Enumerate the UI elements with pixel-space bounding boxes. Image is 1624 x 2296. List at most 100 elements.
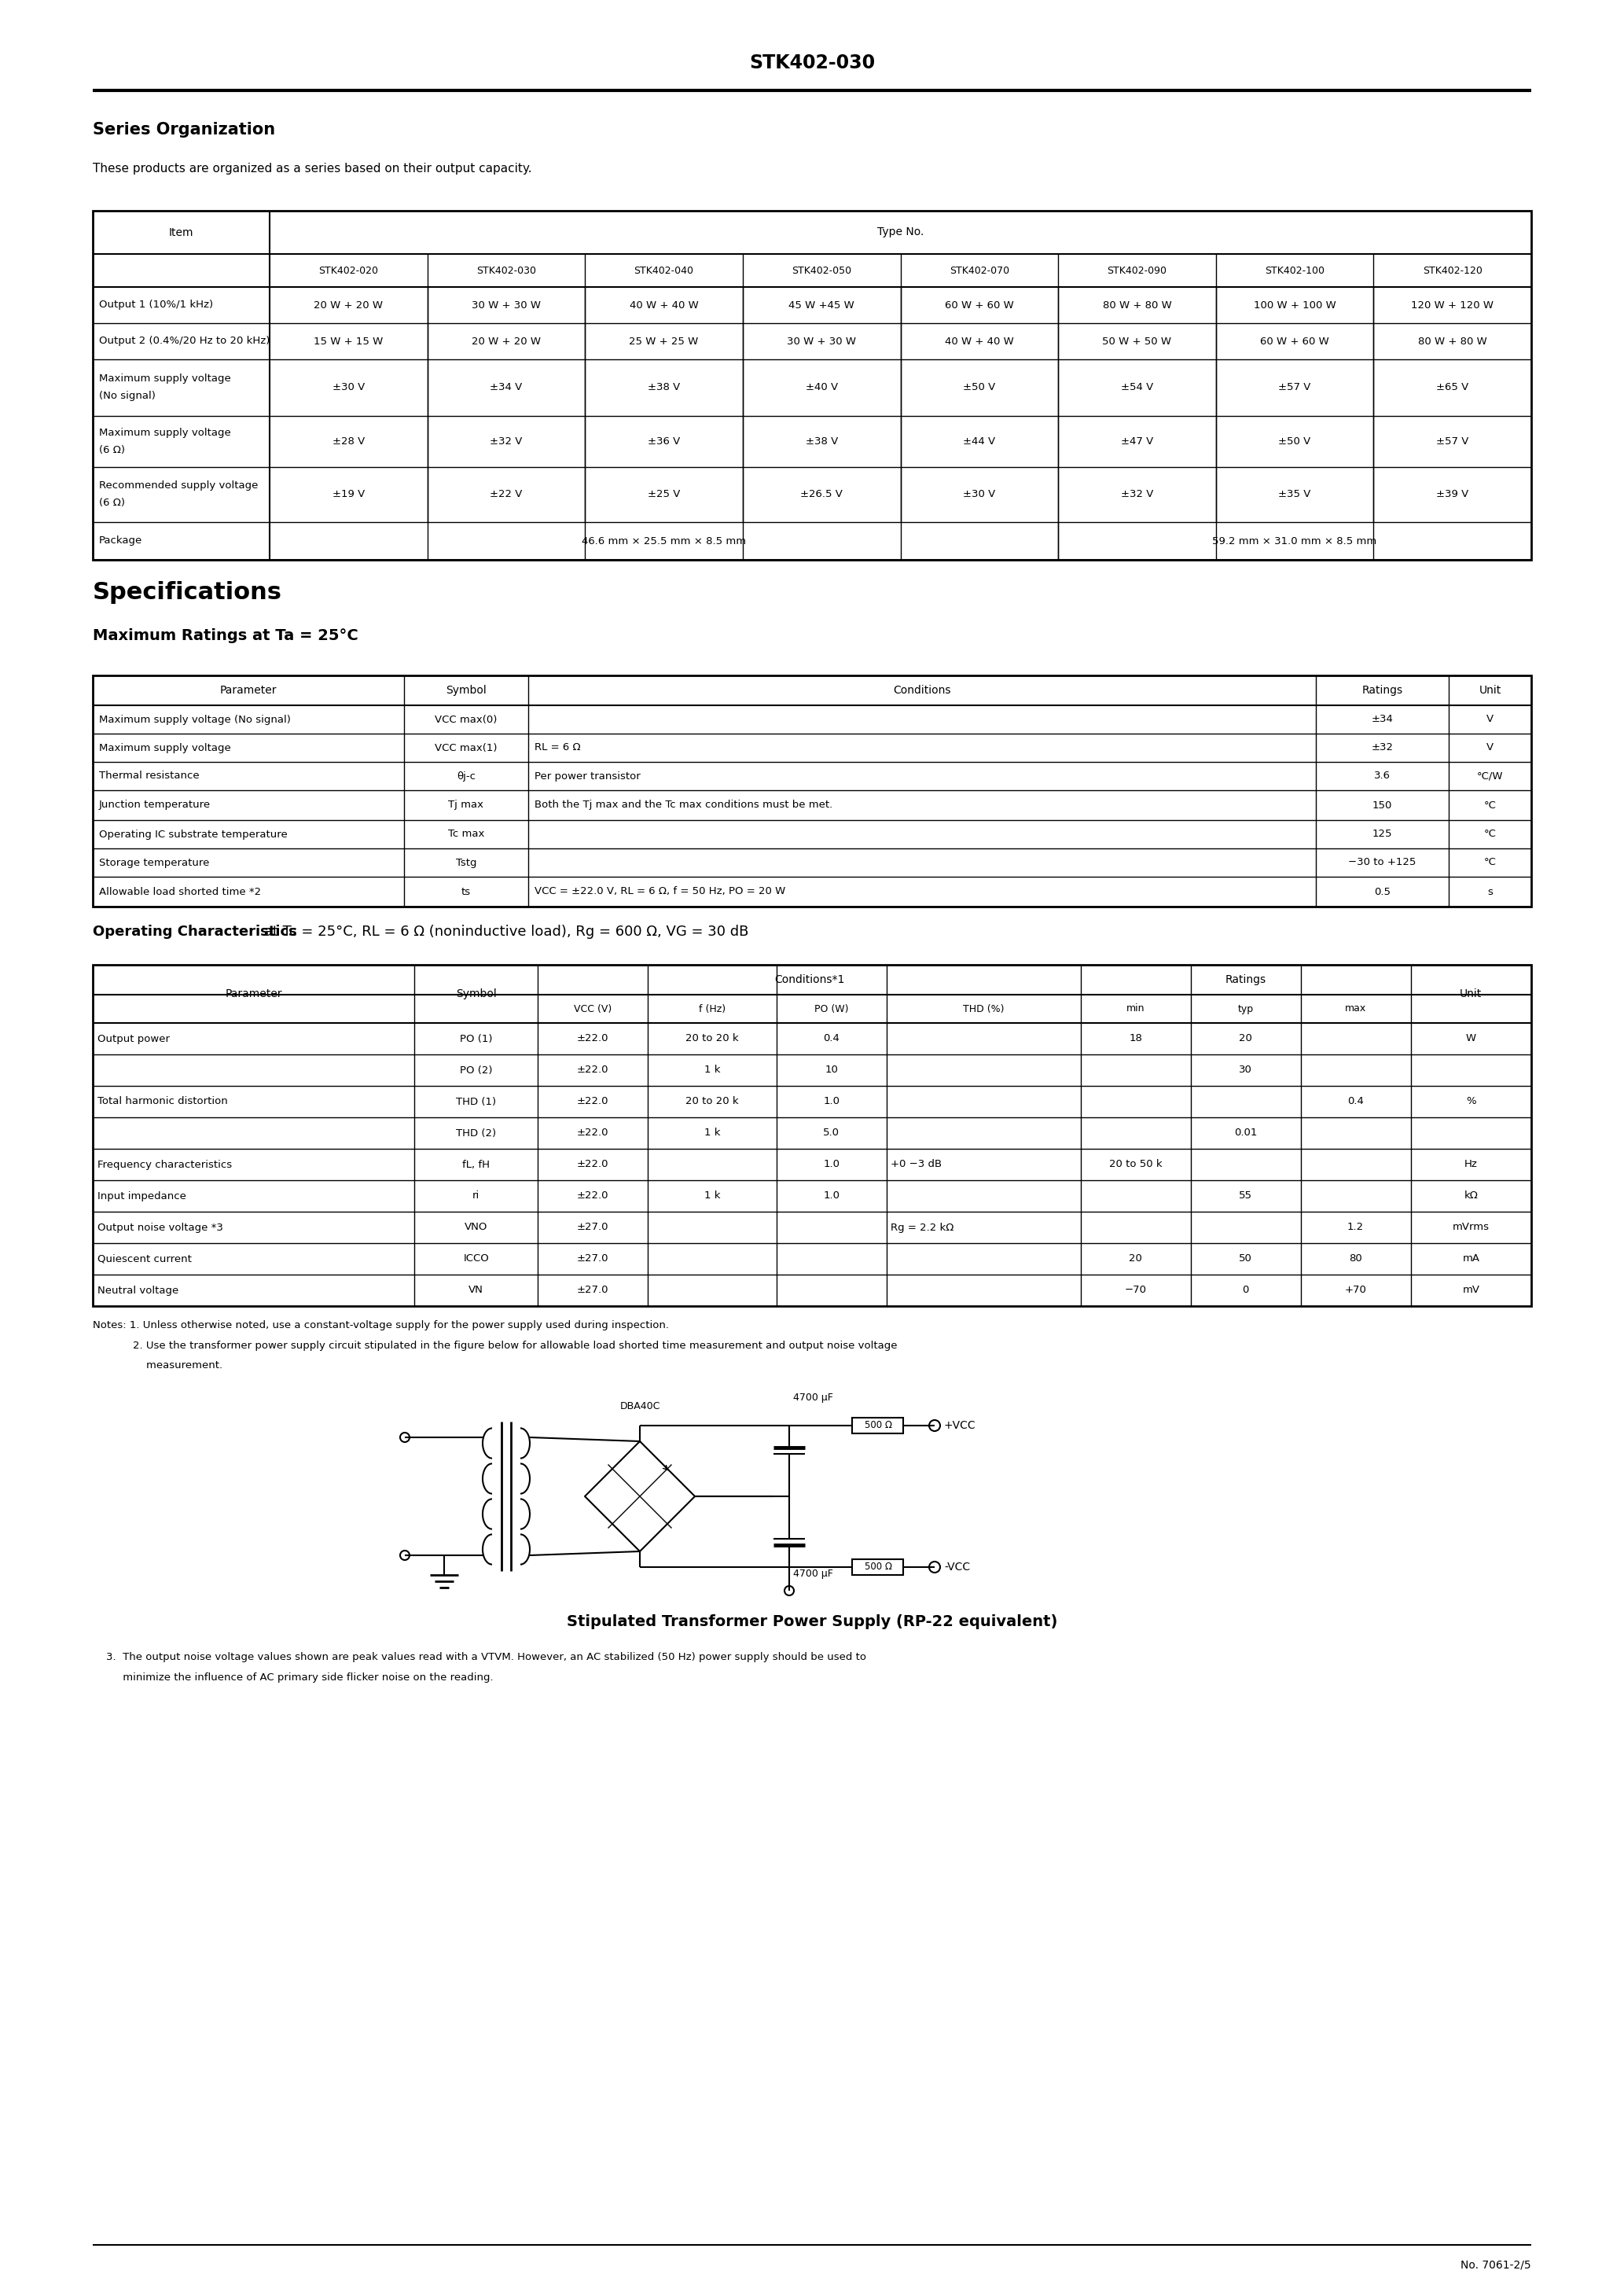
Text: mA: mA: [1462, 1254, 1479, 1265]
Text: 120 W + 120 W: 120 W + 120 W: [1411, 301, 1494, 310]
Text: Frequency characteristics: Frequency characteristics: [97, 1159, 232, 1169]
Text: Per power transistor: Per power transistor: [534, 771, 640, 781]
Text: °C: °C: [1484, 799, 1496, 810]
Text: 0.4: 0.4: [823, 1033, 840, 1045]
Text: Output 1 (10%/1 kHz): Output 1 (10%/1 kHz): [99, 301, 213, 310]
Text: Output power: Output power: [97, 1033, 171, 1045]
Text: PO (2): PO (2): [460, 1065, 492, 1075]
Text: ±27.0: ±27.0: [577, 1254, 609, 1265]
Text: °C/W: °C/W: [1476, 771, 1504, 781]
Text: VNO: VNO: [464, 1221, 487, 1233]
Text: STK402-100: STK402-100: [1265, 266, 1325, 276]
Text: Recommended supply voltage: Recommended supply voltage: [99, 480, 258, 491]
Text: 30 W + 30 W: 30 W + 30 W: [788, 335, 856, 347]
Text: ICCO: ICCO: [463, 1254, 489, 1265]
Text: Rg = 2.2 kΩ: Rg = 2.2 kΩ: [890, 1221, 953, 1233]
Text: Unit: Unit: [1460, 987, 1483, 999]
Text: 3.  The output noise voltage values shown are peak values read with a VTVM. Howe: 3. The output noise voltage values shown…: [93, 1653, 866, 1662]
Text: ±32 V: ±32 V: [490, 436, 523, 448]
Text: fL, fH: fL, fH: [463, 1159, 490, 1169]
Text: DBA40C: DBA40C: [620, 1401, 659, 1412]
Text: THD (1): THD (1): [456, 1097, 497, 1107]
Text: ±22.0: ±22.0: [577, 1159, 609, 1169]
Text: Specifications: Specifications: [93, 581, 283, 604]
Text: ±30 V: ±30 V: [333, 383, 365, 393]
Text: ±22.0: ±22.0: [577, 1192, 609, 1201]
Text: VCC = ±22.0 V, RL = 6 Ω, f = 50 Hz, PO = 20 W: VCC = ±22.0 V, RL = 6 Ω, f = 50 Hz, PO =…: [534, 886, 786, 898]
Text: Stipulated Transformer Power Supply (RP-22 equivalent): Stipulated Transformer Power Supply (RP-…: [567, 1614, 1057, 1630]
Bar: [93, 675, 1531, 907]
Text: Parameter: Parameter: [226, 987, 283, 999]
Text: STK402-020: STK402-020: [318, 266, 378, 276]
Text: 20 to 50 k: 20 to 50 k: [1109, 1159, 1163, 1169]
Text: ±40 V: ±40 V: [806, 383, 838, 393]
Text: 5.0: 5.0: [823, 1127, 840, 1139]
Text: Parameter: Parameter: [219, 684, 278, 696]
Text: 100 W + 100 W: 100 W + 100 W: [1254, 301, 1337, 310]
Text: ts: ts: [461, 886, 471, 898]
Text: ±44 V: ±44 V: [963, 436, 996, 448]
Text: 20: 20: [1239, 1033, 1252, 1045]
Text: Item: Item: [169, 227, 193, 239]
Text: 4700 μF: 4700 μF: [793, 1568, 833, 1580]
Text: THD (%): THD (%): [963, 1003, 1004, 1015]
Text: 1 k: 1 k: [705, 1065, 719, 1075]
Text: mVrms: mVrms: [1452, 1221, 1489, 1233]
Text: 40 W + 40 W: 40 W + 40 W: [945, 335, 1013, 347]
Text: ±30 V: ±30 V: [963, 489, 996, 501]
Text: 46.6 mm × 25.5 mm × 8.5 mm: 46.6 mm × 25.5 mm × 8.5 mm: [581, 535, 745, 546]
Text: 20 W + 20 W: 20 W + 20 W: [313, 301, 383, 310]
Text: Output noise voltage *3: Output noise voltage *3: [97, 1221, 222, 1233]
Text: Unit: Unit: [1479, 684, 1501, 696]
Text: These products are organized as a series based on their output capacity.: These products are organized as a series…: [93, 163, 533, 174]
Text: 30: 30: [1239, 1065, 1252, 1075]
Text: THD (2): THD (2): [456, 1127, 497, 1139]
Text: ±32: ±32: [1371, 742, 1393, 753]
Text: θj-c: θj-c: [456, 771, 476, 781]
Text: Tc max: Tc max: [448, 829, 484, 840]
Text: STK402-030: STK402-030: [749, 53, 875, 73]
Text: ±65 V: ±65 V: [1436, 383, 1468, 393]
Text: 10: 10: [825, 1065, 838, 1075]
Text: Operating IC substrate temperature: Operating IC substrate temperature: [99, 829, 287, 840]
Text: ±47 V: ±47 V: [1121, 436, 1153, 448]
Text: kΩ: kΩ: [1463, 1192, 1478, 1201]
Circle shape: [929, 1561, 940, 1573]
Text: Output 2 (0.4%/20 Hz to 20 kHz): Output 2 (0.4%/20 Hz to 20 kHz): [99, 335, 270, 347]
Text: ±28 V: ±28 V: [333, 436, 365, 448]
Text: f (Hz): f (Hz): [698, 1003, 726, 1015]
Text: ±22.0: ±22.0: [577, 1097, 609, 1107]
Text: 0.01: 0.01: [1234, 1127, 1257, 1139]
Text: 40 W + 40 W: 40 W + 40 W: [630, 301, 698, 310]
Text: ±50 V: ±50 V: [963, 383, 996, 393]
Text: %: %: [1466, 1097, 1476, 1107]
Text: Ratings: Ratings: [1224, 974, 1267, 985]
Text: 15 W + 15 W: 15 W + 15 W: [313, 335, 383, 347]
Text: ±32 V: ±32 V: [1121, 489, 1153, 501]
Text: Maximum supply voltage (No signal): Maximum supply voltage (No signal): [99, 714, 291, 726]
Circle shape: [784, 1587, 794, 1596]
Text: Both the Tj max and the Tc max conditions must be met.: Both the Tj max and the Tc max condition…: [534, 799, 833, 810]
Text: Series Organization: Series Organization: [93, 122, 274, 138]
Text: No. 7061-2/5: No. 7061-2/5: [1462, 2259, 1531, 2271]
Text: °C: °C: [1484, 829, 1496, 840]
Text: 1.2: 1.2: [1348, 1221, 1364, 1233]
Text: +70: +70: [1345, 1286, 1366, 1295]
Text: ±39 V: ±39 V: [1436, 489, 1468, 501]
Text: (No signal): (No signal): [99, 390, 156, 402]
Text: Notes: 1. Unless otherwise noted, use a constant-voltage supply for the power su: Notes: 1. Unless otherwise noted, use a …: [93, 1320, 669, 1329]
Text: ±36 V: ±36 V: [648, 436, 680, 448]
Text: STK402-040: STK402-040: [633, 266, 693, 276]
Text: PO (W): PO (W): [814, 1003, 848, 1015]
Text: Maximum supply voltage: Maximum supply voltage: [99, 742, 231, 753]
Text: VN: VN: [469, 1286, 484, 1295]
Text: ±54 V: ±54 V: [1121, 383, 1153, 393]
Text: Junction temperature: Junction temperature: [99, 799, 211, 810]
Text: +VCC: +VCC: [944, 1419, 976, 1430]
Text: ±34 V: ±34 V: [490, 383, 523, 393]
Text: −30 to +125: −30 to +125: [1348, 856, 1416, 868]
Text: STK402-050: STK402-050: [791, 266, 851, 276]
Text: °C: °C: [1484, 856, 1496, 868]
Text: V: V: [1486, 742, 1494, 753]
Text: Neutral voltage: Neutral voltage: [97, 1286, 179, 1295]
